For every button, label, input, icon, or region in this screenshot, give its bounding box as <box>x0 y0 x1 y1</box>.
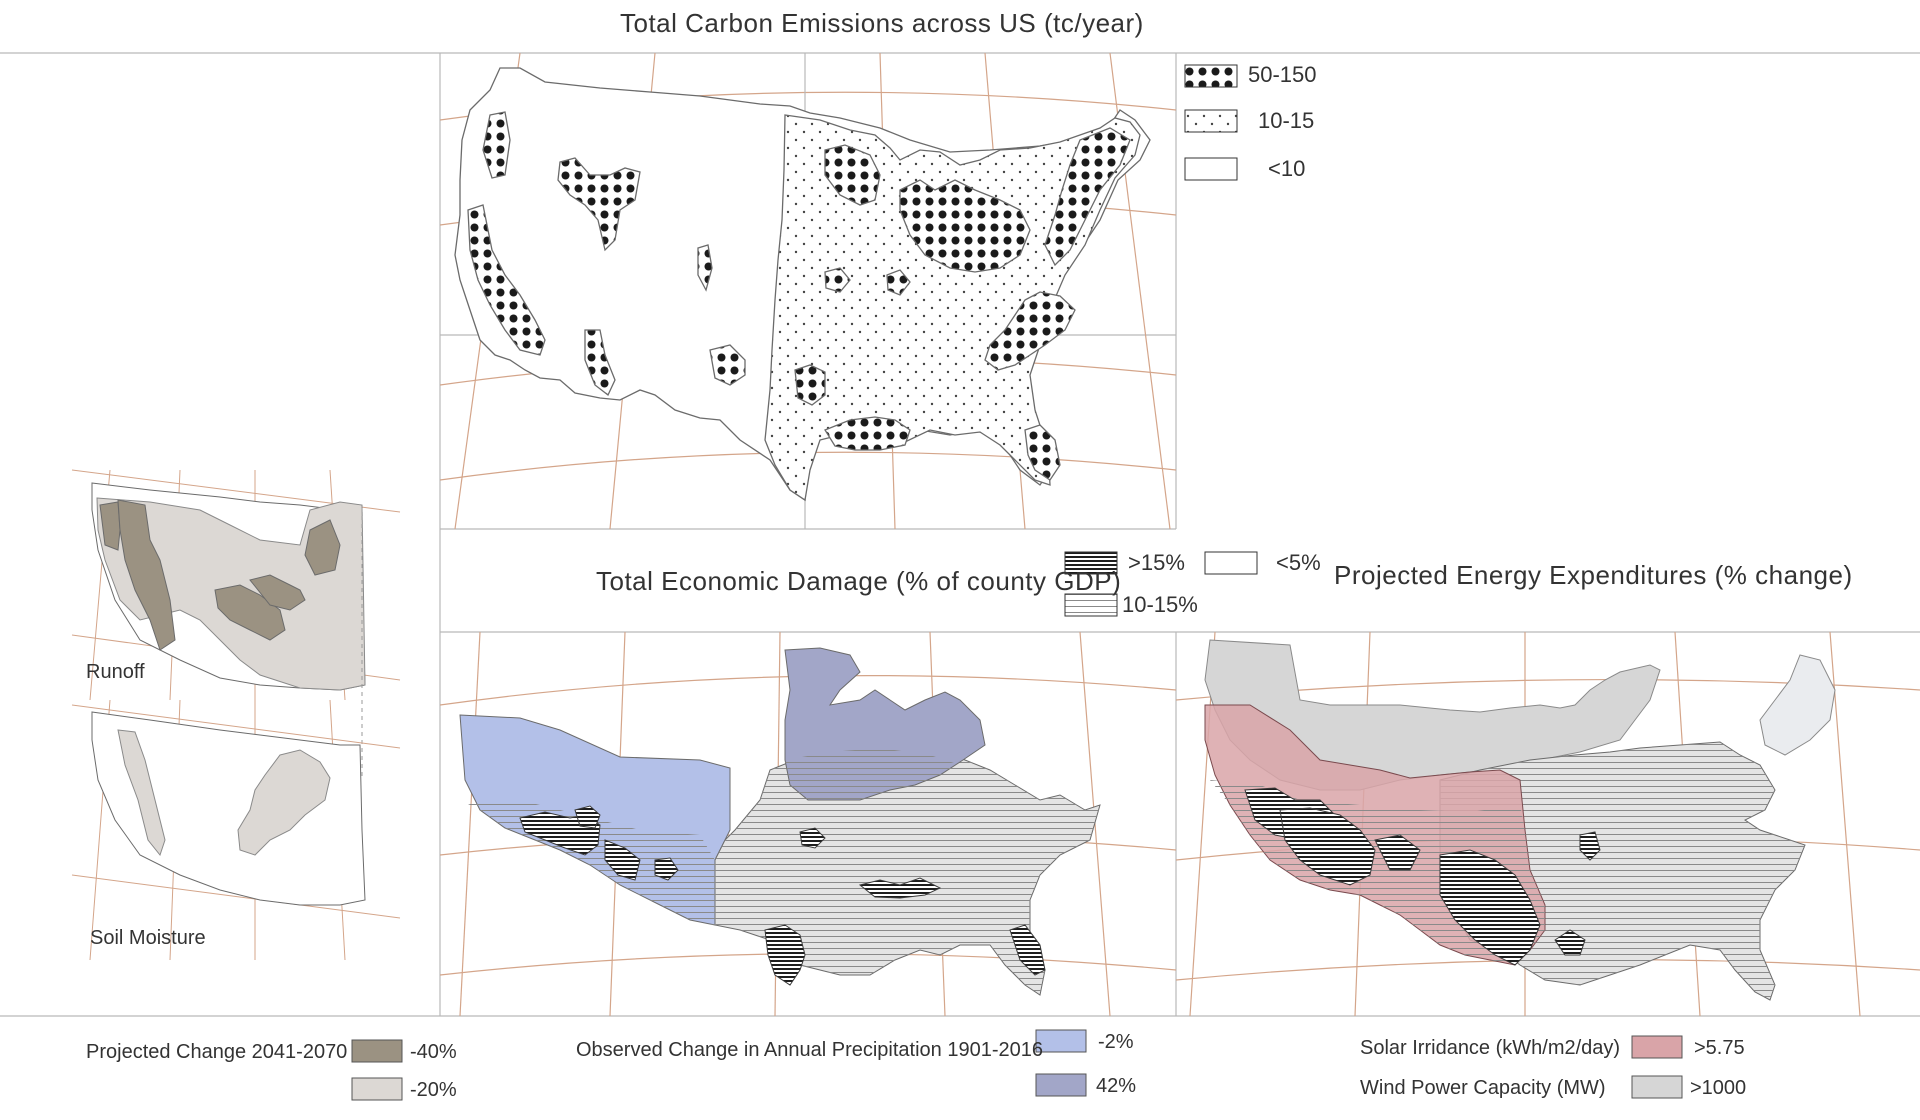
high-cluster-small-2 <box>886 269 911 296</box>
soil-minus-20-region-2 <box>237 749 331 856</box>
runoff-dark-2 <box>117 499 176 651</box>
wind-legend-label: >1000 <box>1690 1077 1746 1099</box>
energy-high-2 <box>1279 807 1376 886</box>
energy-title: Projected Energy Expenditures (% change) <box>1334 560 1853 590</box>
legend-swatch-dense <box>1064 551 1118 575</box>
purple-hatch <box>785 748 960 800</box>
runoff-dark-3 <box>214 584 286 641</box>
economic-west-hatch <box>460 800 715 925</box>
high-cluster-west-3 <box>584 329 616 397</box>
precip-legend-minus-2: -2% <box>1098 1031 1134 1053</box>
solar-legend-title: Solar Irridance (kWh/m2/day) <box>1360 1037 1620 1059</box>
carbon-legend <box>1184 64 1238 181</box>
swatch-wind <box>1631 1075 1683 1099</box>
legend-swatch-low <box>1184 157 1238 181</box>
economic-title: Total Economic Damage (% of county GDP) <box>596 566 1121 596</box>
soil-moisture-map <box>71 699 401 961</box>
economic-legend <box>1064 551 1258 617</box>
projected-legend-minus-20: -20% <box>410 1079 457 1101</box>
swatch-minus-20 <box>351 1077 403 1101</box>
swatch-precip-42 <box>1035 1073 1087 1097</box>
runoff-map <box>71 469 401 780</box>
economic-legend-light-label: 10-15% <box>1122 592 1198 617</box>
legend-swatch-medium <box>1184 109 1238 133</box>
solar-legend-label: >5.75 <box>1694 1037 1745 1059</box>
damage-high-tx <box>764 924 806 986</box>
projected-legend-title: Projected Change 2041-2070 <box>86 1041 347 1063</box>
bottom-legend-swatches <box>351 1029 1683 1101</box>
east-medium-emission-region <box>764 114 1141 502</box>
soil-minus-20-region-1 <box>117 729 166 857</box>
runoff-dark-4 <box>249 574 306 611</box>
wind-legend-title: Wind Power Capacity (MW) <box>1360 1077 1606 1099</box>
high-cluster-rockies <box>697 244 713 292</box>
carbon-legend-medium-label: 10-15 <box>1258 108 1314 133</box>
carbon-map <box>440 53 1176 529</box>
carbon-title: Total Carbon Emissions across US (tc/yea… <box>620 8 1144 38</box>
high-cluster-southwest <box>709 344 746 386</box>
carbon-high-clusters <box>467 111 1131 481</box>
damage-high-south <box>858 877 942 899</box>
precip-legend-title: Observed Change in Annual Precipitation … <box>576 1039 1043 1061</box>
damage-high-regions <box>519 805 1046 986</box>
legend-swatch-high <box>1184 64 1238 88</box>
precip-legend-42: 42% <box>1096 1075 1136 1097</box>
high-cluster-gulf <box>824 416 911 451</box>
energy-high-3 <box>1374 834 1421 871</box>
high-cluster-west-2 <box>557 157 641 252</box>
soil-moisture-label: Soil Moisture <box>90 927 206 949</box>
energy-high-regions <box>1244 787 1601 966</box>
energy-high-5 <box>1579 831 1601 861</box>
economic-map <box>440 632 1176 1016</box>
runoff-label: Runoff <box>86 661 145 683</box>
runoff-minus-40-regions <box>99 499 341 651</box>
damage-high-fl <box>1009 924 1046 976</box>
high-cluster-pacific <box>467 204 546 356</box>
energy-map <box>1176 632 1920 1016</box>
economic-legend-blank-label: <5% <box>1276 550 1321 575</box>
carbon-legend-high-label: 50-150 <box>1248 62 1317 87</box>
high-cluster-south-1 <box>984 291 1076 371</box>
damage-high-sw-2 <box>574 805 601 829</box>
high-cluster-midwest <box>899 179 1031 273</box>
high-cluster-west-1 <box>482 111 511 179</box>
legend-swatch-blank <box>1204 551 1258 575</box>
high-cluster-florida <box>1024 424 1061 481</box>
swatch-minus-40 <box>351 1039 403 1063</box>
swatch-precip-minus-2 <box>1035 1029 1087 1053</box>
wind-ne-region <box>1759 654 1836 756</box>
damage-high-sw-3 <box>604 839 641 881</box>
high-cluster-small-1 <box>824 267 851 293</box>
damage-high-sw-4 <box>654 857 679 881</box>
high-cluster-ne-1 <box>824 144 881 206</box>
economic-east-hatch <box>715 748 1100 995</box>
projected-legend-minus-40: -40% <box>410 1041 457 1063</box>
swatch-solar <box>1631 1035 1683 1059</box>
runoff-dark-1 <box>99 501 121 551</box>
carbon-legend-low-label: <10 <box>1268 156 1305 181</box>
energy-high-6 <box>1554 929 1586 956</box>
high-cluster-texas <box>794 364 826 406</box>
runoff-dark-5 <box>304 519 341 576</box>
energy-high-4 <box>1439 849 1541 966</box>
economic-legend-dense-label: >15% <box>1128 550 1185 575</box>
damage-high-mid <box>799 827 826 849</box>
high-cluster-ne-2 <box>1044 127 1131 267</box>
frame-lines <box>0 52 1920 1017</box>
legend-swatch-light <box>1064 593 1118 617</box>
